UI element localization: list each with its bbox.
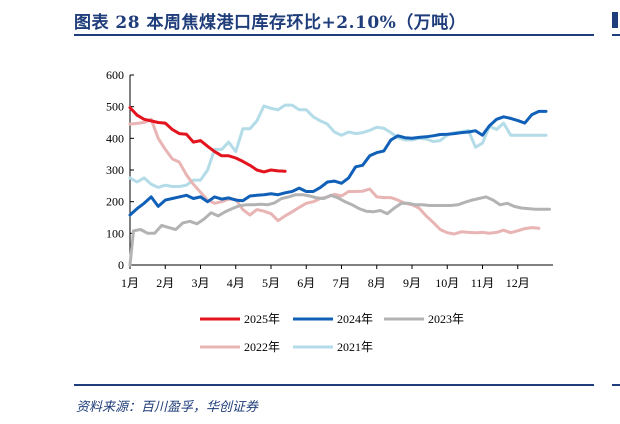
x-axis: 1月 2月 3月 4月 5月 6月 7月 8月 9月 10月 11月 12月 xyxy=(121,264,553,290)
x-tick-label: 7月 xyxy=(332,276,350,290)
legend-label: 2024年 xyxy=(337,312,373,326)
x-tick-label: 5月 xyxy=(262,276,280,290)
legend-label: 2022年 xyxy=(244,340,280,354)
y-tick-label: 100 xyxy=(106,226,124,240)
footer-rule xyxy=(74,384,594,386)
x-tick-label: 6月 xyxy=(297,276,315,290)
x-tick-label: 2月 xyxy=(156,276,174,290)
title-underline xyxy=(74,34,594,36)
y-tick-label: 300 xyxy=(106,163,124,177)
y-tick-label: 400 xyxy=(106,131,124,145)
x-tick-label: 1月 xyxy=(121,276,139,290)
x-tick-label: 12月 xyxy=(506,276,530,290)
y-axis: 0 100 200 300 400 500 600 xyxy=(106,68,134,272)
series-line-2025 xyxy=(128,106,287,174)
x-tick-label: 8月 xyxy=(368,276,386,290)
y-tick-label: 500 xyxy=(106,100,124,114)
chart-legend: 2025年 2024年 2023年 2022年 2021年 xyxy=(200,312,464,354)
series-line-2021 xyxy=(128,103,548,189)
x-tick-label: 9月 xyxy=(403,276,421,290)
series-line-2024 xyxy=(128,109,548,217)
x-tick-label: 11月 xyxy=(471,276,495,290)
footer-rule-right xyxy=(612,384,620,386)
title-underline-right xyxy=(612,34,620,36)
series-line-2022 xyxy=(128,117,541,236)
y-tick-label: 0 xyxy=(118,258,124,272)
x-tick-label: 4月 xyxy=(227,276,245,290)
next-figure-edge-marker xyxy=(612,12,618,28)
source-note: 资料来源：百川盈孚，华创证券 xyxy=(76,400,259,415)
x-tick-label: 3月 xyxy=(191,276,209,290)
y-tick-label: 600 xyxy=(106,68,124,82)
y-tick-label: 200 xyxy=(106,195,124,209)
legend-label: 2023年 xyxy=(428,312,464,326)
figure-title: 图表 28 本周焦煤港口库存环比+2.10%（万吨） xyxy=(74,13,467,33)
legend-label: 2021年 xyxy=(337,340,373,354)
series-line-2023 xyxy=(128,193,551,267)
x-tick-label: 10月 xyxy=(435,276,459,290)
series-lines xyxy=(128,103,551,267)
legend-label: 2025年 xyxy=(244,312,280,326)
